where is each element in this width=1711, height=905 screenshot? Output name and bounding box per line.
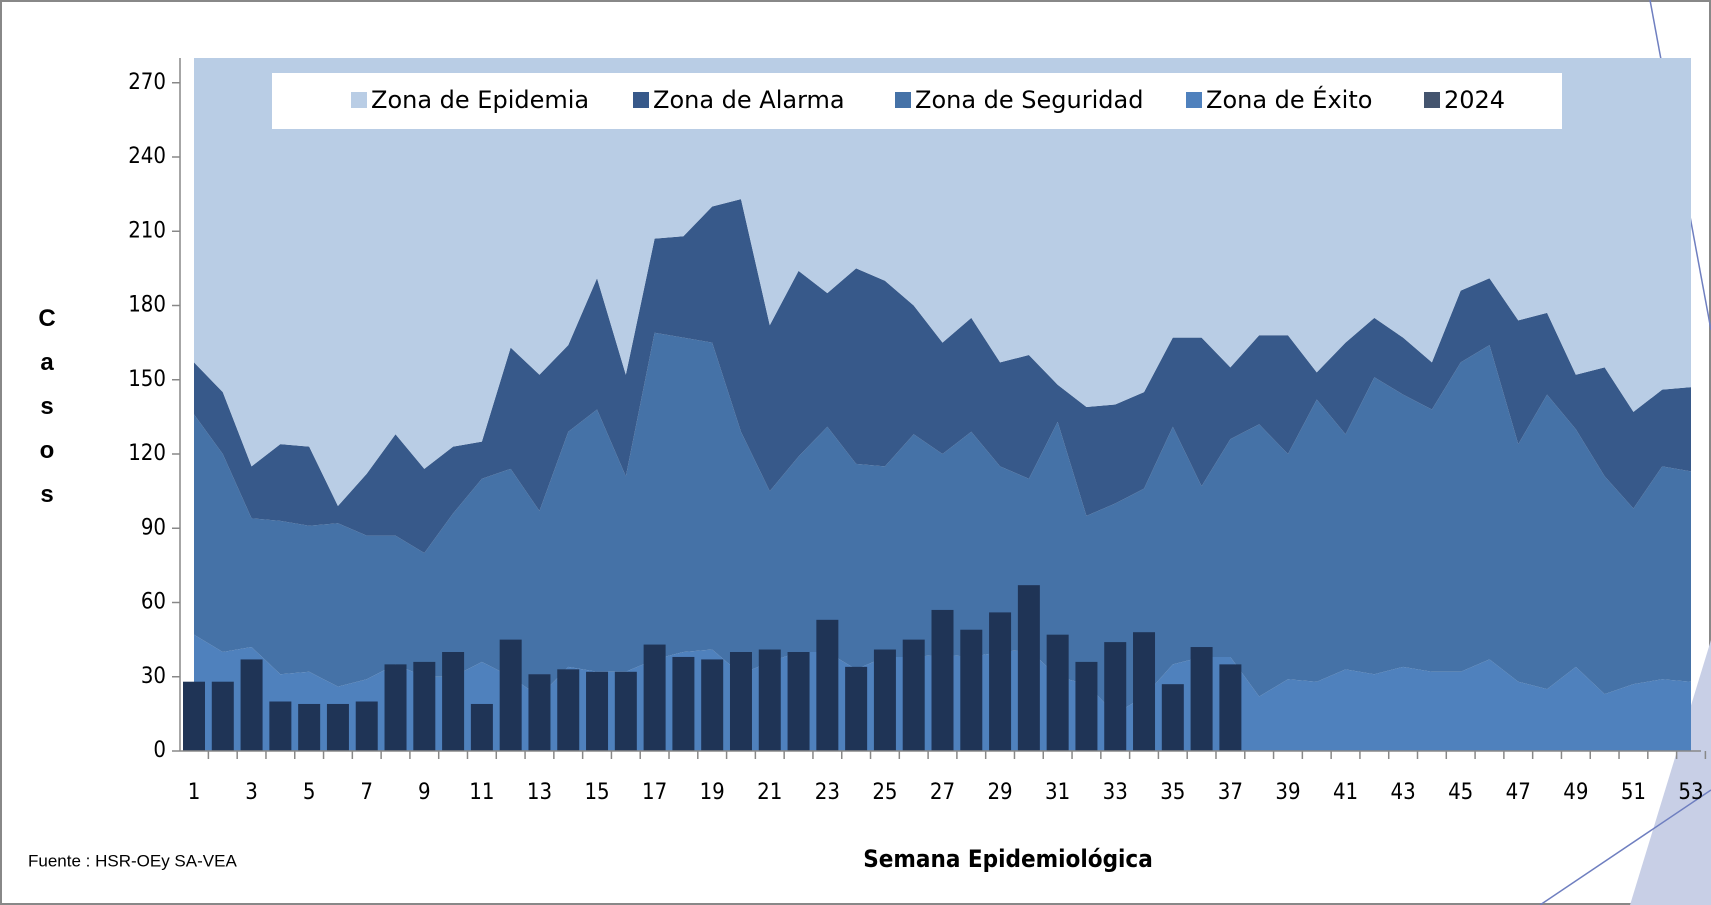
x-tick-label: 25 (872, 780, 897, 805)
x-tick-label: 9 (418, 780, 431, 805)
legend: Zona de Epidemia Zona de Alarma Zona de Se… (272, 73, 1562, 129)
plot (183, 58, 1691, 751)
x-tick-label: 45 (1448, 780, 1473, 805)
x-tick-label: 47 (1506, 780, 1531, 805)
bar (413, 661, 436, 751)
bar (1219, 664, 1242, 751)
x-tick-label: 7 (360, 780, 373, 805)
bar (470, 703, 493, 751)
bar (1075, 661, 1098, 751)
bar (1104, 642, 1127, 751)
y-tick-label: 150 (128, 367, 166, 392)
legend-label: Zona de Seguridad (915, 86, 1143, 114)
bar (931, 609, 954, 751)
y-tick-label: 60 (141, 590, 166, 615)
bar (816, 619, 839, 751)
bar (614, 671, 637, 751)
x-tick-label: 23 (815, 780, 840, 805)
x-tick-label: 49 (1563, 780, 1588, 805)
source-note: Fuente : HSR-OEy SA-VEA (28, 851, 237, 870)
x-tick-label: 11 (469, 780, 494, 805)
legend-swatch (1424, 92, 1440, 108)
legend-swatch (351, 92, 367, 108)
x-tick-label: 3 (245, 780, 258, 805)
bar (1190, 647, 1213, 751)
y-tick-label: 210 (128, 218, 166, 243)
legend-swatch (1186, 92, 1202, 108)
bar (1017, 585, 1040, 751)
bar (701, 659, 724, 751)
area (194, 332, 1691, 714)
bar (989, 612, 1012, 751)
x-tick-label: 41 (1333, 780, 1358, 805)
bar (528, 674, 551, 751)
x-tick-label: 27 (930, 780, 955, 805)
bar (672, 656, 695, 751)
x-tick-label: 37 (1218, 780, 1243, 805)
x-tick-label: 17 (642, 780, 667, 805)
legend-label: 2024 (1444, 86, 1505, 114)
bar (787, 652, 810, 751)
x-tick-label: 5 (303, 780, 316, 805)
x-axis-label: Semana Epidemiológica (863, 845, 1153, 873)
x-tick-label: 1 (188, 780, 201, 805)
y-tick-label: 240 (128, 144, 166, 169)
legend-box (272, 73, 1562, 129)
x-tick-label: 43 (1391, 780, 1416, 805)
legend-label: Zona de Éxito (1206, 85, 1372, 114)
bar (211, 681, 234, 751)
x-tick-label: 51 (1621, 780, 1646, 805)
x-tick-label: 29 (987, 780, 1012, 805)
x-tick-label: 35 (1160, 780, 1185, 805)
bar (384, 664, 407, 751)
x-tick-label: 13 (527, 780, 552, 805)
legend-swatch (633, 92, 649, 108)
bar (240, 659, 263, 751)
bar (729, 652, 752, 751)
bar (960, 629, 983, 751)
x-tick-label: 31 (1045, 780, 1070, 805)
bar (183, 681, 205, 751)
bar (442, 652, 465, 751)
y-tick-label: 0 (153, 738, 166, 763)
bar (298, 703, 321, 751)
x-tick-label: 33 (1103, 780, 1128, 805)
y-tick-label: 120 (128, 441, 166, 466)
x-tick-label: 53 (1678, 780, 1703, 805)
y-tick-label: 90 (141, 515, 166, 540)
bar (269, 701, 292, 751)
bar (1161, 684, 1184, 751)
bar (845, 666, 868, 751)
area (194, 199, 1691, 553)
area (194, 58, 1691, 506)
x-tick-label: 15 (584, 780, 609, 805)
bar (355, 701, 378, 751)
bar (1046, 634, 1069, 751)
legend-swatch (895, 92, 911, 108)
x-tick-label: 39 (1275, 780, 1300, 805)
y-tick-label: 270 (128, 70, 166, 95)
bar (873, 649, 896, 751)
y-tick-label: 30 (141, 664, 166, 689)
bar (902, 639, 925, 751)
y-tick-label: 180 (128, 293, 166, 318)
legend-label: Zona de Alarma (653, 86, 845, 114)
bar (586, 671, 609, 751)
x-tick-label: 21 (757, 780, 782, 805)
bar (1133, 632, 1156, 751)
legend-label: Zona de Epidemia (371, 86, 589, 114)
x-tick-label: 19 (700, 780, 725, 805)
bar (326, 703, 349, 751)
bar (643, 644, 666, 751)
bar (557, 669, 580, 751)
bar (499, 639, 522, 751)
bar (758, 649, 781, 751)
